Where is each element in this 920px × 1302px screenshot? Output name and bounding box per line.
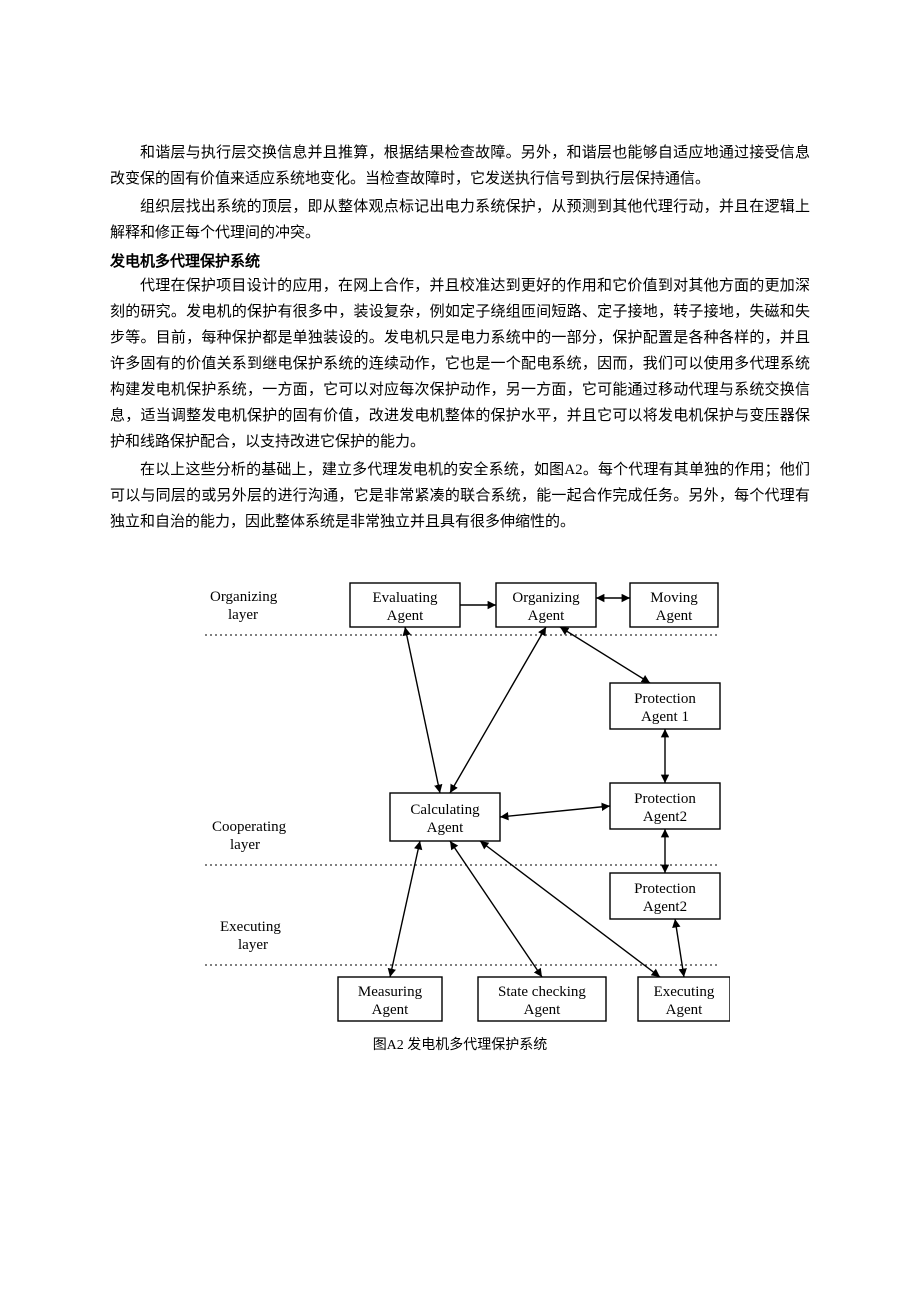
arrow-eval-agent-calc-agent (405, 627, 440, 793)
node-prot2a-label1: Protection (634, 791, 696, 807)
exec-layer-label-sub: layer (238, 937, 268, 953)
node-moving-agent-label2: Agent (656, 608, 693, 624)
node-prot2a-label2: Agent2 (643, 809, 687, 825)
node-prot2b-label2: Agent2 (643, 899, 687, 915)
paragraph-3: 代理在保护项目设计的应用，在网上合作，并且校准达到更好的作用和它价值到对其他方面… (110, 273, 810, 455)
node-measure-label1: Measuring (358, 984, 423, 1000)
node-prot1-label1: Protection (634, 691, 696, 707)
paragraph-4: 在以上这些分析的基础上，建立多代理发电机的安全系统，如图A2。每个代理有其单独的… (110, 457, 810, 535)
org-layer-label: Organizing (210, 589, 278, 605)
node-eval-agent-label1: Evaluating (373, 590, 438, 606)
node-org-agent-label2: Agent (528, 608, 565, 624)
coop-layer-label: Cooperating (212, 819, 287, 835)
paragraph-1: 和谐层与执行层交换信息并且推算，根据结果检查故障。另外，和谐层也能够自适应地通过… (110, 140, 810, 192)
figure-a2: Organizing layer Cooperating layer Executing… (110, 563, 810, 1054)
org-layer-label-sub: layer (228, 607, 258, 623)
node-prot2b-label1: Protection (634, 881, 696, 897)
node-exec-label1: Executing (654, 984, 715, 1000)
paragraph-2: 组织层找出系统的顶层，即从整体观点标记出电力系统保护，从预测到其他代理行动，并且… (110, 194, 810, 246)
arrow-prot2b-exec (675, 919, 684, 977)
figure-a2-svg: Organizing layer Cooperating layer Executing… (190, 563, 730, 1023)
node-measure-label2: Agent (372, 1002, 409, 1018)
coop-layer-label-sub: layer (230, 837, 260, 853)
node-org-agent-label1: Organizing (512, 590, 580, 606)
node-state-label2: Agent (524, 1002, 561, 1018)
node-calc-agent-label2: Agent (427, 820, 464, 836)
node-exec-label2: Agent (666, 1002, 703, 1018)
node-state-label1: State checking (498, 984, 586, 1000)
node-prot1-label2: Agent 1 (641, 709, 689, 725)
figure-a2-svg-container: Organizing layer Cooperating layer Executing… (190, 563, 730, 1023)
section-heading: 发电机多代理保护系统 (110, 250, 810, 271)
arrow-calc-agent-state (450, 841, 542, 977)
node-moving-agent-label1: Moving (650, 590, 698, 606)
page: 和谐层与执行层交换信息并且推算，根据结果检查故障。另外，和谐层也能够自适应地通过… (0, 0, 920, 1302)
arrow-org-agent-calc-agent (450, 627, 546, 793)
node-eval-agent-label2: Agent (387, 608, 424, 624)
arrow-calc-agent-prot2a (500, 806, 610, 817)
arrow-calc-agent-measure (390, 841, 420, 977)
node-calc-agent-label1: Calculating (410, 802, 480, 818)
exec-layer-label: Executing (220, 919, 281, 935)
figure-a2-caption: 图A2 发电机多代理保护系统 (110, 1034, 810, 1054)
